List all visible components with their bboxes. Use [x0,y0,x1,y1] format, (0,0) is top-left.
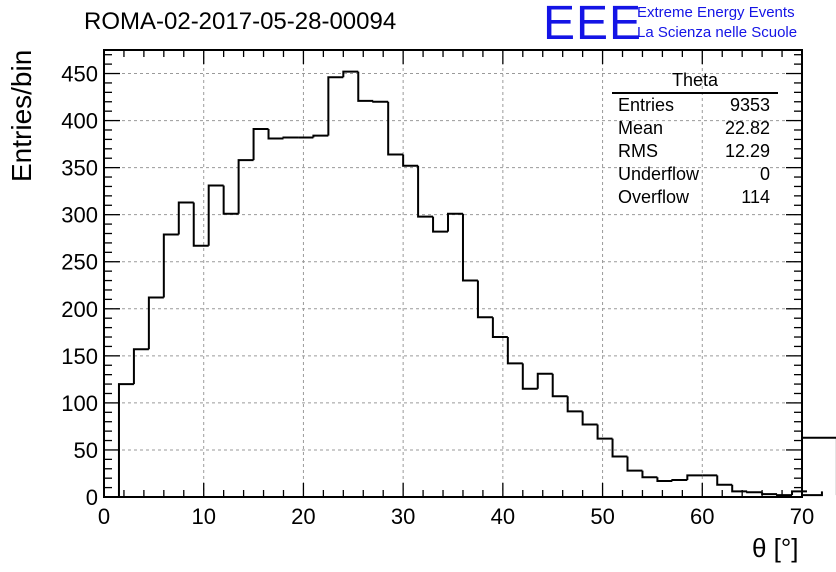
y-tick-label: 350 [61,156,98,181]
histogram-bin [656,477,673,483]
histogram-bin [207,184,224,246]
y-axis-label: Entries/bin [6,49,37,182]
stats-value: 0 [759,164,770,184]
histogram-bin [776,494,793,497]
histogram-bin [686,474,703,481]
y-tick-label: 450 [61,62,98,87]
y-tick-label: 400 [61,109,98,134]
stats-value: 12.29 [724,141,770,161]
histogram-bin [536,372,553,389]
histogram-bin [417,165,434,218]
histogram-bin [387,101,404,156]
y-tick-label: 150 [61,344,98,369]
stats-row-mean: Mean 22.82 [612,117,778,140]
stats-label: Mean [618,118,664,138]
x-axis-label: θ [°] [752,533,799,563]
y-tick-label: 0 [86,485,98,510]
histogram-bin [132,348,149,385]
histogram-bin [802,436,836,496]
histogram-bin [192,202,209,247]
histogram-bin [461,213,478,282]
histogram-bin [716,475,733,486]
x-tick-label: 10 [191,504,215,529]
stats-label: RMS [618,141,658,161]
histogram-bin [596,424,613,440]
histogram-bin [177,201,194,235]
histogram-bin [626,456,643,472]
chart-title: ROMA-02-2017-05-28-00094 [84,8,397,35]
logo-text-line2: La Scienza nelle Scuole [637,24,798,41]
stats-value: 9353 [729,95,770,115]
histogram-bin [581,411,598,426]
stats-box: Theta Entries 9353 Mean 22.82 RMS 12.29 … [612,70,778,209]
histogram-bin [791,490,802,496]
histogram-bin [506,337,523,365]
histogram-bin [117,383,134,497]
x-tick-label: 30 [391,504,415,529]
histogram-bin [402,154,419,167]
histogram-bin [267,129,284,140]
histogram-bin [566,396,583,413]
histogram-bin [731,484,748,493]
eee-logo: EEE [543,0,643,50]
histogram-bin [147,296,164,350]
histogram-bin [761,492,778,496]
x-tick-label: 70 [790,504,814,529]
histogram-bin [611,438,628,458]
stats-row-overflow: Overflow 114 [612,186,778,209]
histogram-bin [671,479,688,482]
histogram-bin [641,470,658,479]
histogram-bin [162,233,179,298]
histogram-bin [312,134,329,138]
histogram-bin [252,128,269,161]
stats-title: Theta [612,70,778,94]
histogram-bin [521,363,538,390]
histogram-bin [327,76,344,136]
stats-row-underflow: Underflow 0 [612,163,778,186]
histogram-bin [222,185,239,215]
histogram-bin [237,159,254,214]
y-tick-label: 50 [74,438,98,463]
x-tick-label: 50 [590,504,614,529]
histogram-bin [357,71,374,102]
histogram-bin [342,70,359,78]
y-tick-label: 300 [61,203,98,228]
x-tick-label: 20 [291,504,315,529]
histogram-bin [746,491,763,494]
histogram-bin [551,373,568,398]
stats-label: Overflow [618,187,690,207]
stats-row-rms: RMS 12.29 [612,140,778,163]
histogram-bin [447,212,463,232]
histogram-bin [372,100,389,103]
histogram-bin [491,317,508,339]
histogram-bin [476,280,493,319]
y-tick-label: 200 [61,297,98,322]
y-tick-label: 100 [61,391,98,416]
stats-row-entries: Entries 9353 [612,94,778,117]
stats-label: Entries [618,95,675,115]
logo-text-line1: Extreme Energy Events [637,4,795,21]
stats-value: 22.82 [724,118,770,138]
histogram-bin [432,216,449,233]
y-tick-label: 250 [61,250,98,275]
histogram-bin [282,136,299,139]
stats-value: 114 [741,187,770,207]
x-tick-label: 60 [690,504,714,529]
stats-label: Underflow [618,164,700,184]
x-tick-label: 0 [98,504,110,529]
histogram-bin [802,491,823,497]
plot-frame [103,49,803,498]
x-tick-label: 40 [491,504,515,529]
